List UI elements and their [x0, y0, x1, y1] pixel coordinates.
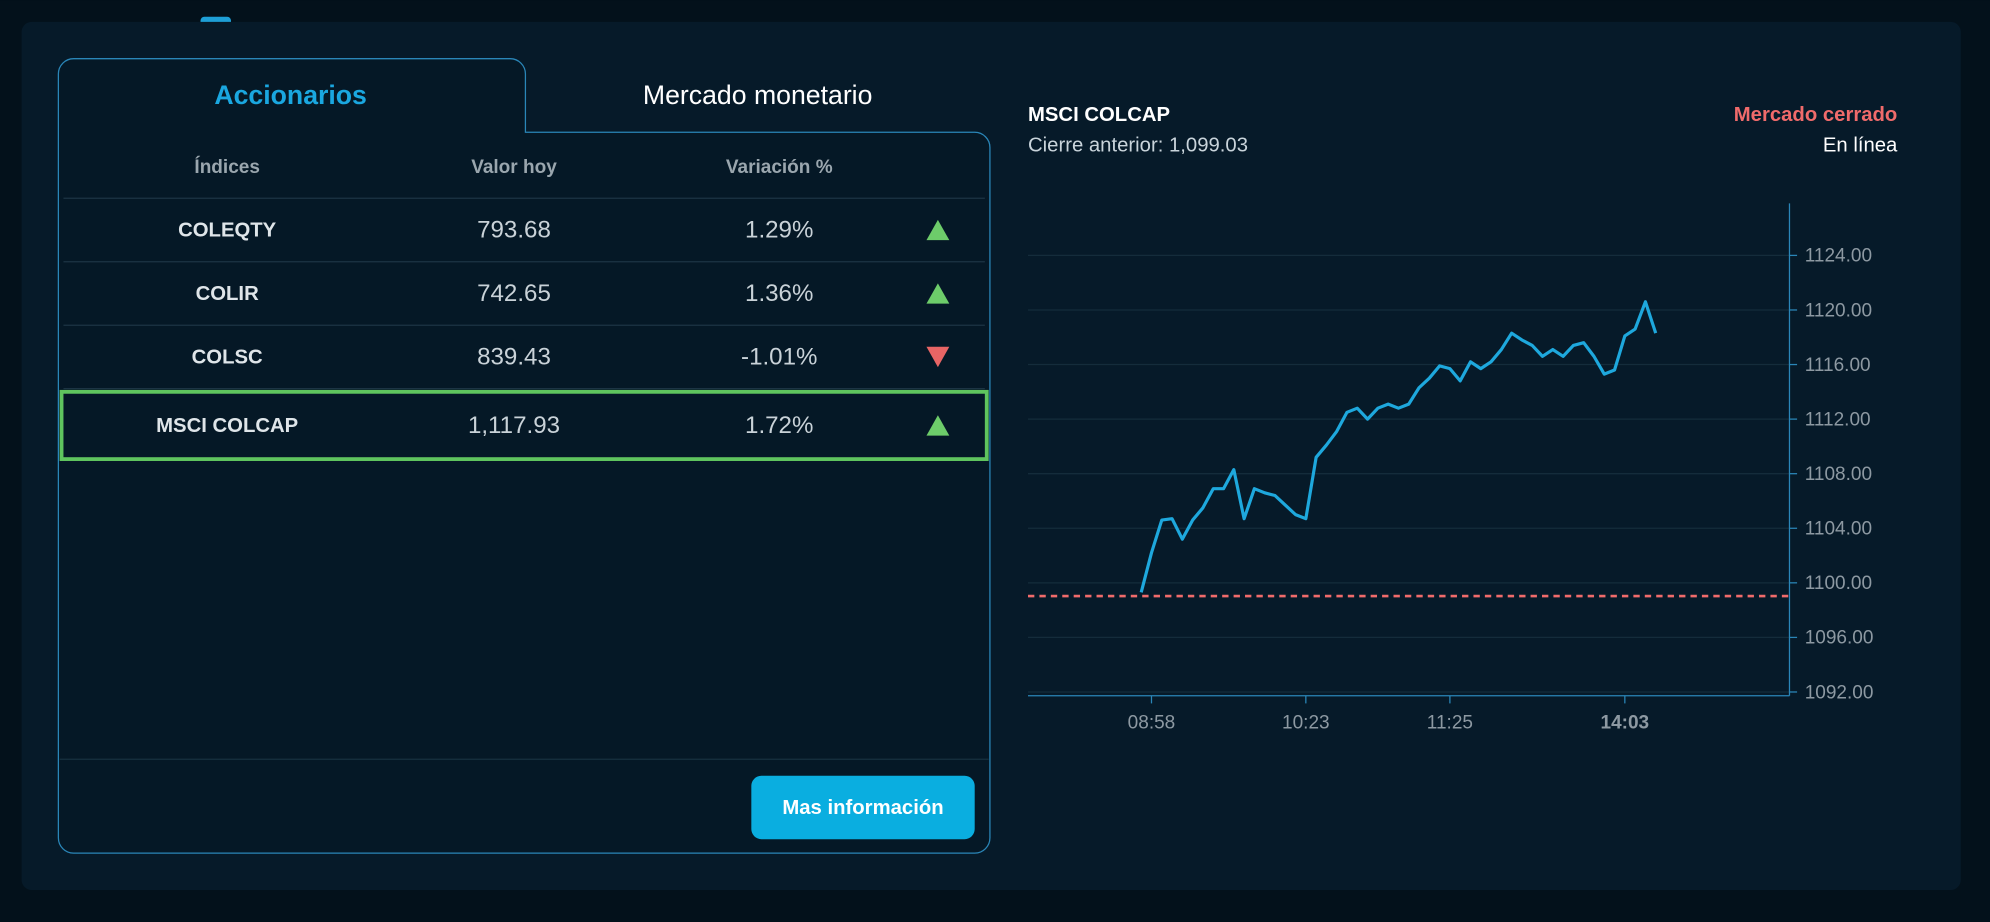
index-name: MSCI COLCAP — [156, 415, 298, 437]
y-tick-label: 1104.00 — [1805, 519, 1872, 540]
y-tick-label: 1108.00 — [1805, 464, 1872, 485]
y-tick-label: 1112.00 — [1805, 409, 1871, 430]
card-border — [57, 58, 991, 854]
selected-row[interactable] — [59, 389, 989, 462]
chart-subtitle: Cierre anterior: 1,099.03 — [1028, 135, 1248, 157]
y-tick-label: 1096.00 — [1805, 628, 1874, 649]
connection-status: En línea — [1823, 135, 1898, 157]
column-header: Variación % — [726, 157, 833, 178]
tab-active[interactable]: Accionarios — [214, 80, 367, 110]
y-tick-label: 1116.00 — [1805, 355, 1871, 376]
market-status: Mercado cerrado — [1734, 104, 1898, 126]
trend-down-icon — [926, 346, 950, 368]
trend-up-icon — [926, 219, 950, 241]
column-header: Valor hoy — [471, 157, 557, 178]
button[interactable] — [751, 775, 975, 840]
cell: 1.72% — [745, 412, 813, 439]
index-name: COLEQTY — [178, 220, 277, 242]
x-tick-label: 08:58 — [1128, 713, 1176, 734]
y-tick-label: 1120.00 — [1805, 300, 1872, 321]
tab[interactable]: Mercado monetario — [643, 80, 873, 110]
price-line — [1139, 300, 1658, 593]
chart: 1092.00 1096.00 1100.00 1104.00 1108.00 1112.… — [1027, 203, 1874, 734]
cell: 793.68 — [477, 217, 551, 244]
trend-up-icon — [926, 283, 950, 304]
cell: 839.43 — [477, 344, 551, 371]
table: Índices Valor hoy Variación % COLEQTY 793.68… — [59, 156, 989, 462]
button-label[interactable]: Mas información — [782, 797, 943, 819]
x-tick-label: 14:03 — [1601, 713, 1650, 734]
trend-up-icon — [926, 415, 950, 436]
cell: 742.65 — [477, 280, 551, 307]
cell: 1,117.93 — [468, 412, 560, 439]
cell: 1.36% — [745, 280, 813, 307]
y-tick-label: 1124.00 — [1805, 246, 1872, 267]
cell: 1.29% — [745, 217, 813, 244]
x-tick-label: 11:25 — [1427, 713, 1473, 734]
cell: -1.01% — [741, 344, 817, 371]
y-tick-label: 1092.00 — [1805, 682, 1874, 703]
index-name: COLIR — [196, 283, 259, 305]
x-tick-label: 10:23 — [1282, 713, 1330, 734]
column-header: Índices — [194, 156, 260, 178]
index-name: COLSC — [192, 347, 263, 369]
y-tick-label: 1100.00 — [1805, 573, 1872, 594]
chart-title: MSCI COLCAP — [1028, 104, 1170, 126]
